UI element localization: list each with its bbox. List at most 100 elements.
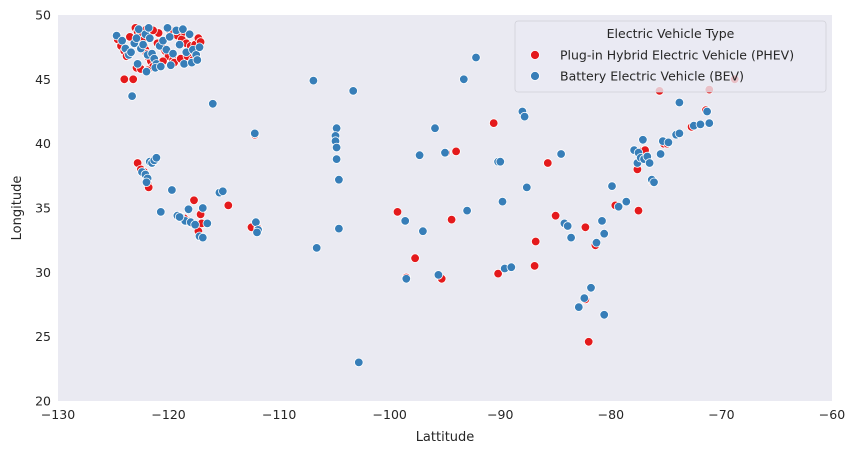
- bev-point: [143, 23, 154, 33]
- x-tick-label: −130: [41, 407, 75, 422]
- x-tick-label: −80: [598, 407, 624, 422]
- bev-point: [133, 24, 144, 34]
- bev-point: [192, 55, 203, 65]
- x-axis-label: Lattitude: [416, 430, 475, 445]
- bev-point: [430, 123, 440, 133]
- bev-point: [218, 186, 228, 197]
- phev-point: [633, 205, 644, 216]
- bev-point: [649, 177, 659, 188]
- bev-point: [599, 310, 609, 320]
- legend-label-bev: Battery Electric Vehicle (BEV): [560, 69, 744, 84]
- legend-box: [514, 20, 827, 93]
- bev-point: [433, 270, 444, 280]
- phev-point: [451, 146, 461, 157]
- x-axis-ticks: −130 −120 −110 −100 −90 −80 −70 −60: [41, 407, 845, 422]
- bev-point: [440, 147, 450, 158]
- bev-point: [164, 32, 175, 42]
- bev-point: [579, 293, 590, 303]
- bev-point: [462, 205, 472, 216]
- bev-point: [183, 204, 194, 215]
- bev-point: [184, 29, 195, 40]
- x-tick-label: −110: [262, 407, 296, 422]
- bev-point: [495, 156, 506, 167]
- legend-label-phev: Plug-in Hybrid Electric Vehicle (PHEV): [560, 48, 794, 63]
- bev-point: [607, 181, 617, 191]
- x-tick-label: −90: [487, 407, 513, 422]
- bev-point: [198, 232, 208, 243]
- bev-point: [704, 118, 715, 128]
- bev-point: [574, 302, 584, 312]
- phev-point: [410, 253, 420, 263]
- bev-point: [644, 158, 655, 168]
- bev-point: [348, 86, 358, 96]
- bev-point: [174, 212, 185, 222]
- bev-point: [312, 243, 322, 253]
- y-tick-label: 35: [35, 201, 51, 216]
- bev-point: [331, 154, 342, 164]
- y-axis-label: Longitude: [10, 176, 25, 241]
- bev-point: [179, 59, 189, 69]
- bev-point: [190, 219, 200, 230]
- bev-point: [251, 217, 261, 227]
- bev-point: [167, 185, 177, 195]
- phev-point: [189, 195, 199, 206]
- legend: Electric Vehicle Type Plug-in Hybrid Ele…: [514, 20, 827, 93]
- bev-point: [621, 196, 632, 207]
- bev-point: [174, 39, 185, 50]
- bev-point: [522, 182, 532, 193]
- y-tick-label: 20: [35, 394, 51, 409]
- bev-point: [168, 48, 178, 59]
- phev-point: [489, 118, 499, 128]
- bev-point: [178, 24, 188, 34]
- bev-point: [599, 228, 609, 239]
- bev-point: [506, 262, 517, 272]
- legend-marker-bev: [530, 71, 540, 81]
- phev-point: [580, 222, 591, 233]
- phev-point: [223, 200, 234, 211]
- phev-point: [493, 268, 503, 279]
- bev-point: [418, 226, 428, 236]
- bev-point: [354, 357, 364, 368]
- bev-point: [145, 33, 155, 43]
- bev-point: [162, 23, 173, 33]
- bev-point: [132, 59, 143, 69]
- bev-point: [695, 119, 706, 130]
- phev-point: [446, 214, 457, 225]
- legend-marker-phev: [530, 50, 540, 60]
- x-tick-label: −120: [151, 407, 185, 422]
- y-axis-ticks: 20 25 30 35 40 45 50: [35, 8, 51, 409]
- x-tick-label: −100: [373, 407, 407, 422]
- bev-point: [519, 111, 530, 122]
- y-tick-label: 50: [35, 8, 51, 23]
- bev-point: [156, 207, 166, 217]
- phev-point: [531, 236, 541, 247]
- bev-point: [156, 61, 166, 72]
- bev-point: [141, 177, 152, 188]
- bev-point: [597, 216, 607, 226]
- phev-point: [550, 210, 561, 221]
- bev-point: [151, 153, 162, 163]
- bev-point: [126, 47, 136, 58]
- x-tick-label: −70: [708, 407, 734, 422]
- phev-point: [392, 207, 403, 217]
- bev-point: [471, 52, 481, 63]
- bev-point: [400, 216, 410, 226]
- bev-point: [566, 232, 576, 243]
- phev-point: [584, 337, 594, 347]
- bev-point: [414, 150, 425, 160]
- x-tick-label: −60: [819, 407, 845, 422]
- bev-point: [250, 128, 260, 139]
- bev-point: [497, 196, 508, 207]
- phev-point: [128, 74, 138, 85]
- data-points: [111, 23, 740, 368]
- y-tick-label: 45: [35, 72, 51, 87]
- bev-point: [117, 36, 127, 46]
- bev-point: [331, 142, 342, 153]
- bev-point: [556, 149, 566, 159]
- phev-point: [529, 261, 540, 271]
- bev-point: [663, 137, 674, 148]
- y-tick-label: 25: [35, 329, 51, 344]
- bev-point: [674, 97, 685, 108]
- bev-point: [702, 106, 712, 117]
